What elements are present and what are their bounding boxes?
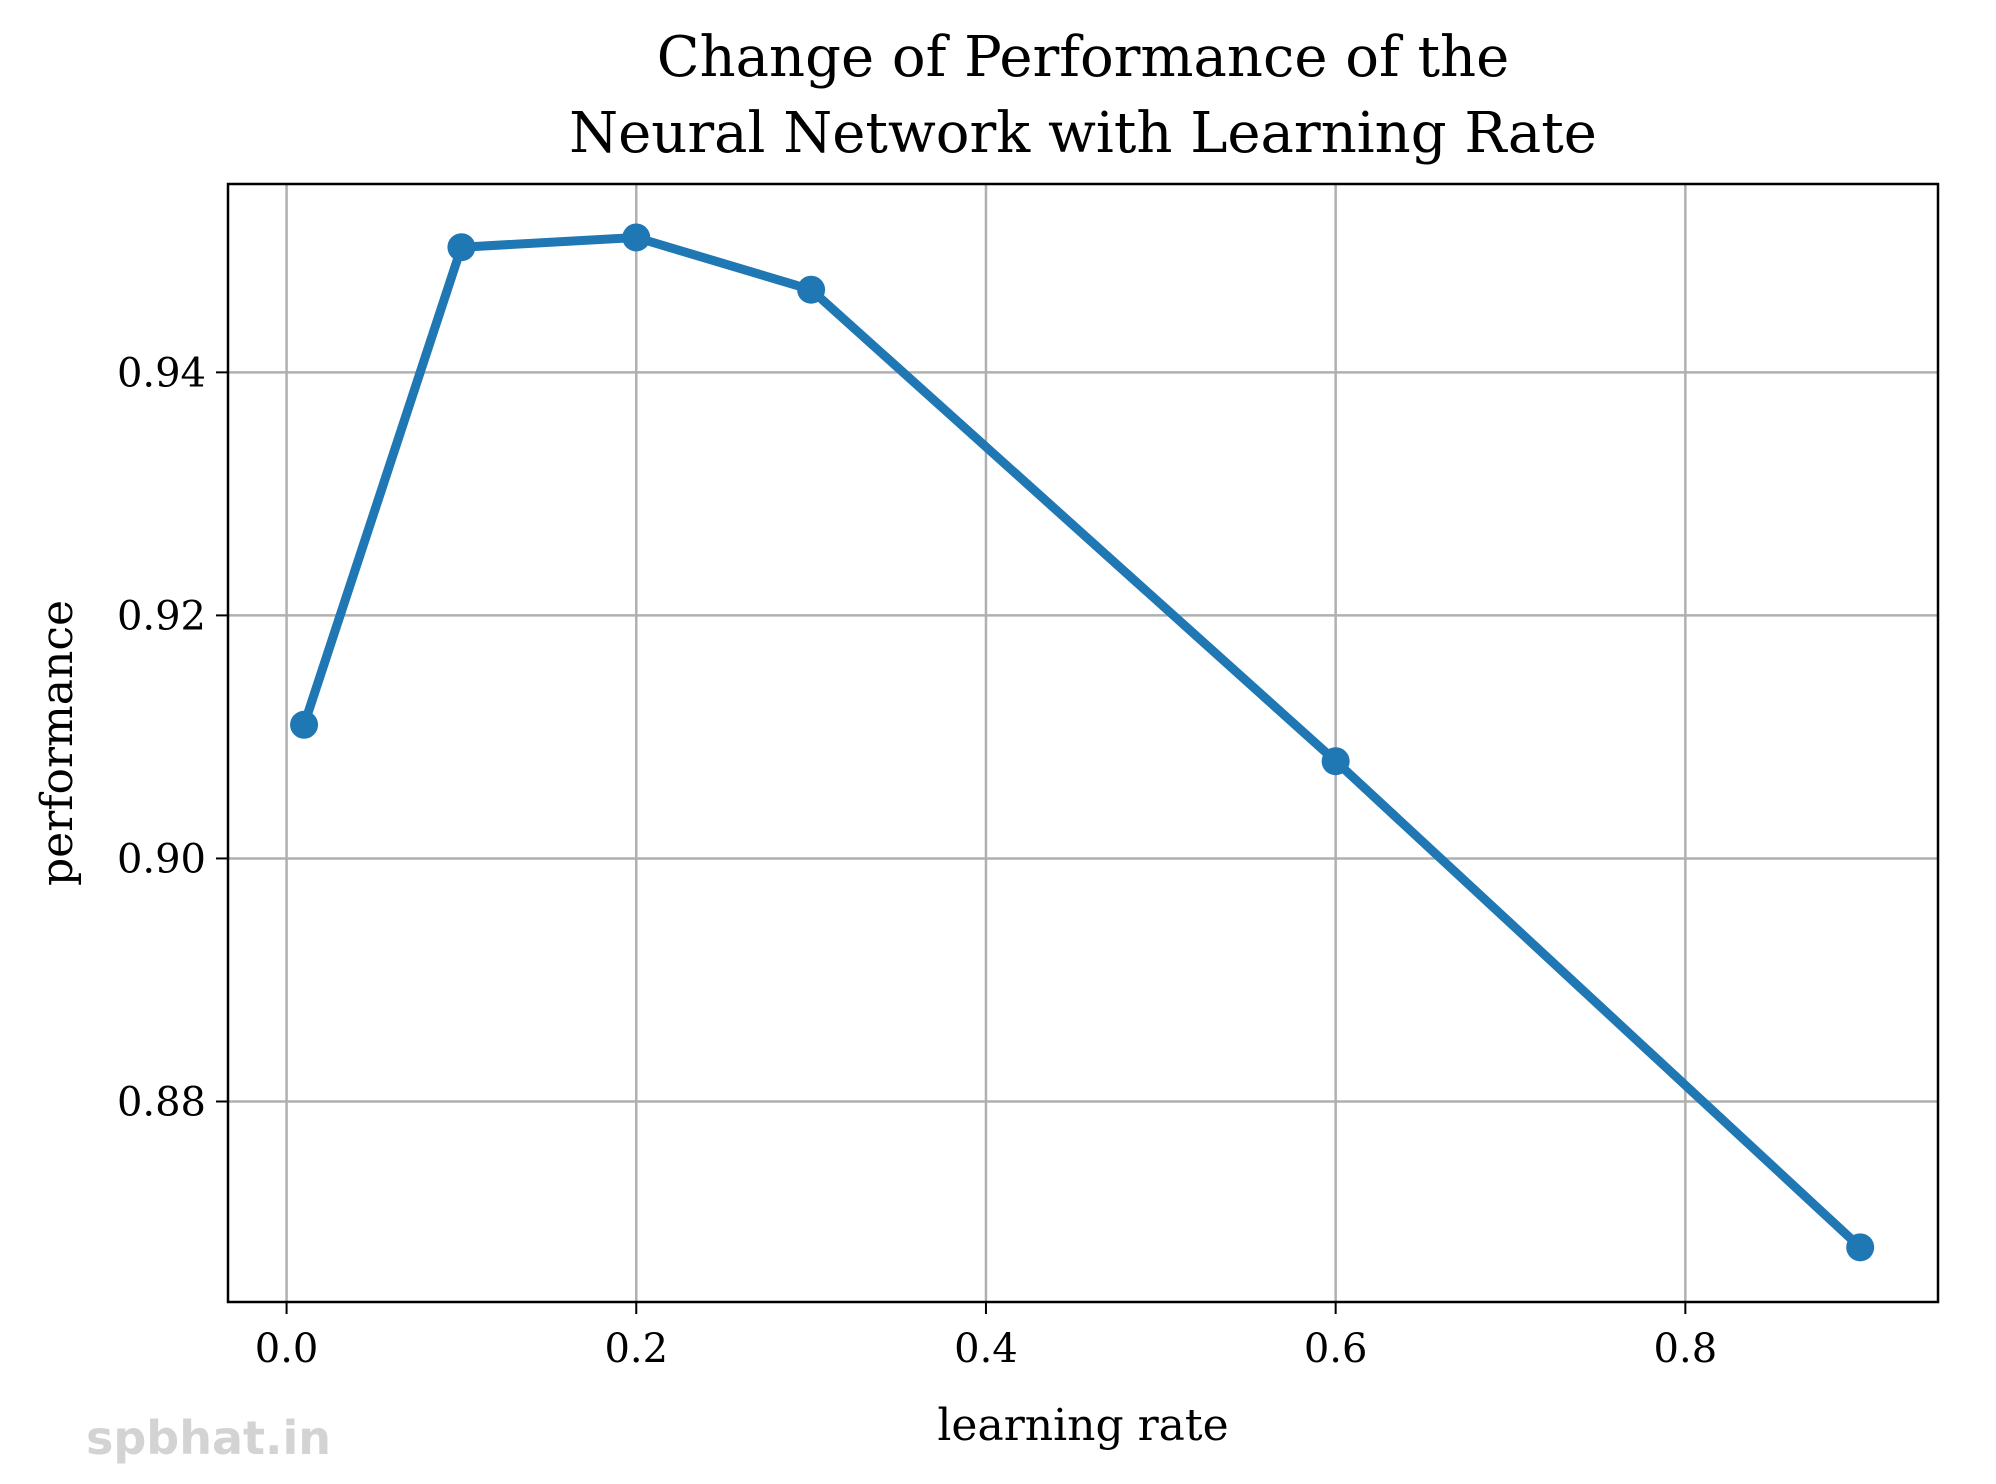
data-point	[447, 233, 476, 262]
y-tick-label: 0.90	[117, 836, 206, 882]
series-line	[299, 233, 1865, 1252]
data-point	[290, 710, 319, 739]
x-tick-label: 0.2	[604, 1326, 668, 1372]
watermark: spbhat.in	[86, 1411, 331, 1465]
chart-title-line-1: Change of Performance of the	[657, 25, 1510, 90]
y-tick-label: 0.92	[117, 593, 206, 639]
x-tick-label: 0.6	[1304, 1326, 1368, 1372]
plot-area-frame	[226, 182, 1940, 1304]
ticks: 0.0 0.2 0.4 0.6 0.8 0.88 0.90 0.92 0.94	[117, 350, 1717, 1372]
x-tick-label: 0.8	[1654, 1326, 1718, 1372]
marker-layer	[290, 223, 1875, 1262]
x-tick-label: 0.0	[255, 1326, 319, 1372]
chart-title-line-2: Neural Network with Learning Rate	[569, 101, 1597, 166]
data-point	[1321, 747, 1350, 776]
series-layer	[299, 233, 1865, 1252]
data-point	[622, 223, 651, 252]
x-tick-label: 0.4	[954, 1326, 1018, 1372]
y-axis-label: performance	[32, 600, 83, 886]
x-axis-label: learning rate	[937, 1400, 1228, 1451]
y-tick-label: 0.94	[117, 350, 206, 396]
y-tick-label: 0.88	[117, 1079, 206, 1125]
data-point	[1846, 1233, 1875, 1262]
grid	[228, 184, 1938, 1302]
data-point	[797, 275, 826, 304]
